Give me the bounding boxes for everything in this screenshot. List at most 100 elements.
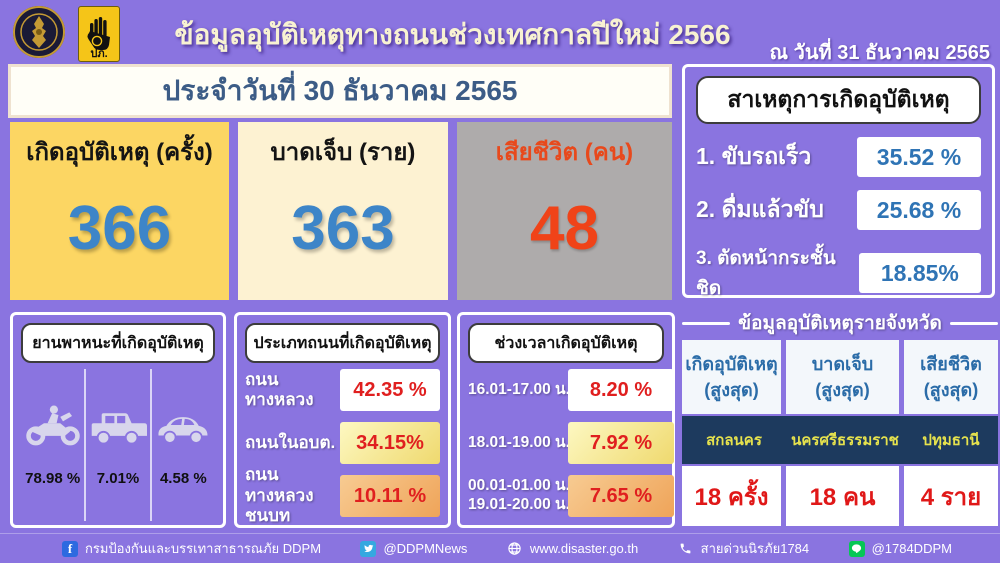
province-name: สกลนคร xyxy=(706,432,762,449)
vehicles-panel: ยานพาหนะที่เกิดอุบัติเหตุ 78.98 % xyxy=(10,312,226,528)
time-range-percent: 7.92 % xyxy=(568,422,674,464)
time-range-label-line1: 00.01-01.00 น. xyxy=(468,477,570,495)
line-icon xyxy=(848,540,865,557)
provinces-panel: ข้อมูลอุบัติเหตุรายจังหวัด เกิดอุบัติเหต… xyxy=(682,310,998,528)
cause-row: 3. ตัดหน้ากระชั้นชิด 18.85% xyxy=(696,243,981,303)
footer-hotline-label: สายด่วนนิรภัย1784 xyxy=(700,541,810,556)
cause-label: 3. ตัดหน้ากระชั้นชิด xyxy=(696,248,836,299)
card-injured: บาดเจ็บ (ราย) 363 xyxy=(238,122,448,300)
time-ranges-panel: ช่วงเวลาเกิดอุบัติเหตุ 16.01-17.00 น. 8.… xyxy=(457,312,675,528)
card-injured-label: บาดเจ็บ (ราย) xyxy=(270,139,416,166)
road-type-row: ถนนทางหลวง 42.35 % xyxy=(245,364,440,416)
globe-icon xyxy=(507,541,523,557)
time-range-row: 18.01-19.00 น. 7.92 % xyxy=(468,417,674,469)
time-range-label-line2: 19.01-20.00 น. xyxy=(468,496,570,513)
province-column-header: เกิดอุบัติเหตุ (สูงสุด) xyxy=(682,340,781,414)
cause-value: 18.85% xyxy=(858,253,981,293)
time-range-label: 18.01-19.00 น. xyxy=(468,433,570,451)
cause-label: 1. ขับรถเร็ว xyxy=(696,143,812,169)
causes-panel-title: สาเหตุการเกิดอุบัติเหตุ xyxy=(696,76,981,124)
province-name: นครศรีธรรมราช xyxy=(791,432,899,449)
government-seal-logo xyxy=(13,6,65,58)
time-range-label: 00.01-01.00 น. 19.01-20.00 น. xyxy=(468,477,570,514)
vehicle-percent: 7.01% xyxy=(96,469,140,487)
phone-icon xyxy=(678,541,694,557)
province-value: 4 ราย xyxy=(904,466,998,526)
card-accidents-value: 366 xyxy=(67,194,172,263)
column-header-text: เสียชีวิต xyxy=(920,353,982,374)
ddpm-hand-logo: ปภ. xyxy=(78,6,120,62)
card-deaths-label: เสียชีวิต (คน) xyxy=(495,139,634,166)
road-types-panel: ประเภทถนนที่เกิดอุบัติเหตุ ถนนทางหลวง 42… xyxy=(234,312,451,528)
motorcycle-icon xyxy=(25,405,80,445)
card-deaths: เสียชีวิต (คน) 48 xyxy=(457,122,672,300)
footer-website-link[interactable]: www.disaster.go.th xyxy=(507,541,638,557)
province-column-header: เสียชีวิต (สูงสุด) xyxy=(904,340,998,414)
cause-value: 25.68 % xyxy=(857,190,981,230)
footer-facebook-link[interactable]: f กรมป้องกันและบรรเทาสาธารณภัย DDPM xyxy=(62,538,321,559)
causes-panel: สาเหตุการเกิดอุบัติเหตุ 1. ขับรถเร็ว 35.… xyxy=(682,64,995,299)
road-types-panel-title: ประเภทถนนที่เกิดอุบัติเหตุ xyxy=(245,323,440,363)
provinces-name-row: สกลนคร นครศรีธรรมราช ปทุมธานี xyxy=(682,416,998,464)
road-type-percent: 10.11 % xyxy=(340,475,440,517)
facebook-icon: f xyxy=(62,540,78,557)
as-of-date: ณ วันที่ 31 ธันวาคม 2565 xyxy=(769,42,990,64)
road-type-row: ถนนทางหลวงชนบท 10.11 % xyxy=(245,465,440,525)
time-ranges-panel-title: ช่วงเวลาเกิดอุบัติเหตุ xyxy=(468,323,664,363)
province-value: 18 ครั้ง xyxy=(682,466,781,526)
pickup-truck-icon xyxy=(91,412,147,444)
province-value: 18 คน xyxy=(786,466,899,526)
hand-icon xyxy=(87,17,110,50)
card-accidents-label: เกิดอุบัติเหตุ (ครั้ง) xyxy=(26,139,213,166)
footer-twitter-label: @DDPMNews xyxy=(383,541,468,556)
road-type-percent: 34.15% xyxy=(340,422,440,464)
time-range-percent: 7.65 % xyxy=(568,475,674,517)
footer-hotline-link[interactable]: สายด่วนนิรภัย1784 xyxy=(678,538,809,559)
provinces-header-row: เกิดอุบัติเหตุ (สูงสุด) บาดเจ็บ (สูงสุด)… xyxy=(682,340,998,414)
road-type-label: ถนนทางหลวงชนบท xyxy=(245,465,314,526)
dash-line xyxy=(682,321,731,325)
card-accidents: เกิดอุบัติเหตุ (ครั้ง) 366 xyxy=(10,122,229,300)
time-range-label: 16.01-17.00 น. xyxy=(468,380,570,398)
cause-row: 1. ขับรถเร็ว 35.52 % xyxy=(696,137,981,177)
time-range-row: 16.01-17.00 น. 8.20 % xyxy=(468,364,674,416)
cause-label: 2. ดื่มแล้วขับ xyxy=(696,196,824,222)
vehicle-percent: 4.58 % xyxy=(159,469,207,487)
vehicle-column-motorcycle: 78.98 % xyxy=(21,369,84,521)
province-column-header: บาดเจ็บ (สูงสุด) xyxy=(786,340,899,414)
provinces-value-row: 18 ครั้ง 18 คน 4 ราย xyxy=(682,466,998,526)
province-name: ปทุมธานี xyxy=(922,432,980,449)
column-header-sub: (สูงสุด) xyxy=(923,380,979,400)
card-deaths-value: 48 xyxy=(530,194,599,263)
ddpm-logo-text: ปภ. xyxy=(90,48,108,60)
vehicle-column-car: 4.58 % xyxy=(149,369,215,521)
column-header-sub: (สูงสุด) xyxy=(704,380,759,400)
card-injured-value: 363 xyxy=(291,194,395,263)
footer-line-label: @1784DDPM xyxy=(871,541,952,556)
footer-twitter-link[interactable]: @DDPMNews xyxy=(360,540,468,557)
provinces-title-row: ข้อมูลอุบัติเหตุรายจังหวัด xyxy=(682,310,998,336)
column-header-text: เกิดอุบัติเหตุ xyxy=(685,353,778,374)
daily-date-banner: ประจำวันที่ 30 ธันวาคม 2565 xyxy=(8,64,672,118)
road-type-label: ถนนทางหลวง xyxy=(245,369,314,409)
dash-line xyxy=(949,321,998,325)
vehicle-percent: 78.98 % xyxy=(25,469,81,487)
footer-facebook-label: กรมป้องกันและบรรเทาสาธารณภัย DDPM xyxy=(85,541,322,556)
footer-website-label: www.disaster.go.th xyxy=(529,541,639,556)
footer-bar: f กรมป้องกันและบรรเทาสาธารณภัย DDPM @DDP… xyxy=(0,533,1000,563)
footer-line-link[interactable]: @1784DDPM xyxy=(848,540,952,557)
road-type-percent: 42.35 % xyxy=(340,369,440,411)
cause-row: 2. ดื่มแล้วขับ 25.68 % xyxy=(696,190,981,230)
cause-value: 35.52 % xyxy=(857,137,981,177)
car-icon xyxy=(158,416,208,444)
road-type-row: ถนนในอบต. 34.15% xyxy=(245,417,440,469)
vehicles-grid: 78.98 % 7.01% xyxy=(21,369,215,521)
road-type-label: ถนนในอบต. xyxy=(245,432,336,452)
vehicles-panel-title: ยานพาหนะที่เกิดอุบัติเหตุ xyxy=(21,323,215,363)
time-range-row: 00.01-01.00 น. 19.01-20.00 น. 7.65 % xyxy=(468,470,674,522)
column-header-sub: (สูงสุด) xyxy=(815,380,870,400)
time-range-percent: 8.20 % xyxy=(568,369,674,411)
page-title: ข้อมูลอุบัติเหตุทางถนนช่วงเทศกาลปีใหม่ 2… xyxy=(174,19,731,50)
vehicle-column-pickup: 7.01% xyxy=(84,369,149,521)
